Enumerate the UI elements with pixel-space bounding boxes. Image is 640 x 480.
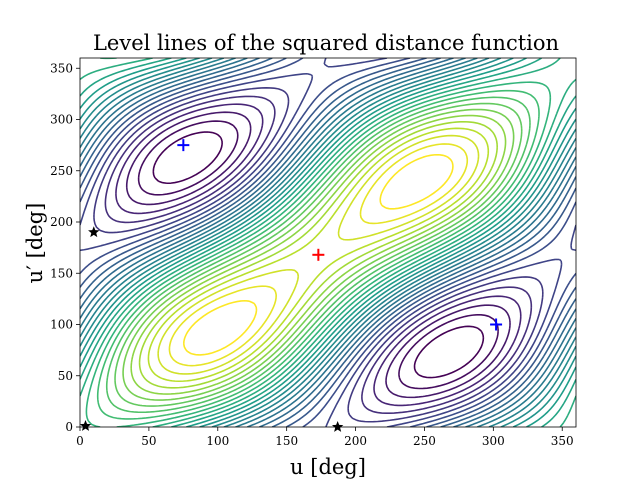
critical-point-markers	[79, 139, 503, 432]
saddle-marker	[88, 226, 100, 238]
contour-level-12	[80, 58, 576, 427]
contour-level-1	[152, 131, 485, 379]
y-axis: 0 50 100 150 200 250 300 350	[50, 61, 80, 434]
contour-level-21	[96, 89, 540, 420]
y-tick-label: 100	[50, 318, 73, 332]
contour-level-24	[122, 108, 515, 401]
contour-level-27	[147, 127, 490, 383]
contour-level-6	[93, 87, 544, 423]
y-tick-label: 300	[50, 113, 73, 127]
contour-level-5	[104, 95, 533, 415]
chart-title: Level lines of the squared distance func…	[93, 31, 559, 55]
y-axis-label: u′ [deg]	[23, 203, 47, 284]
contour-level-18	[80, 58, 576, 427]
y-tick-label: 250	[50, 164, 73, 178]
contour-level-10	[80, 58, 576, 427]
y-tick-label: 350	[50, 61, 73, 75]
contour-level-4	[115, 103, 522, 407]
maximum-marker	[312, 248, 325, 261]
x-tick-label: 100	[206, 434, 229, 448]
contour-level-11	[80, 58, 576, 427]
x-tick-label: 200	[344, 434, 367, 448]
contour-level-2	[137, 120, 499, 390]
x-tick-label: 150	[275, 434, 298, 448]
contour-level-3	[125, 111, 511, 399]
saddle-marker	[79, 419, 92, 431]
contour-level-7	[80, 58, 576, 427]
saddle-marker	[331, 421, 344, 432]
contour-level-23	[114, 102, 523, 407]
x-axis: 0 50 100 150 200 250 300 350	[76, 427, 574, 448]
contour-level-30	[182, 153, 454, 356]
contour-level-22	[105, 96, 531, 414]
contour-lines	[80, 58, 576, 427]
y-tick-label: 200	[50, 215, 73, 229]
contour-level-25	[130, 114, 507, 395]
x-tick-label: 250	[413, 434, 436, 448]
x-tick-label: 0	[76, 434, 84, 448]
contour-level-26	[138, 120, 499, 389]
x-tick-label: 300	[482, 434, 505, 448]
minimum-marker	[490, 318, 503, 331]
plot-frame	[79, 57, 577, 428]
minimum-marker	[177, 139, 190, 152]
contour-level-29	[168, 143, 469, 367]
x-tick-label: 350	[551, 434, 574, 448]
x-tick-label: 50	[141, 434, 156, 448]
contour-level-20	[85, 58, 552, 427]
y-tick-label: 0	[65, 420, 73, 434]
y-tick-label: 50	[58, 369, 73, 383]
y-tick-label: 150	[50, 266, 73, 280]
contour-level-28	[157, 134, 480, 375]
x-axis-label: u [deg]	[290, 455, 366, 479]
